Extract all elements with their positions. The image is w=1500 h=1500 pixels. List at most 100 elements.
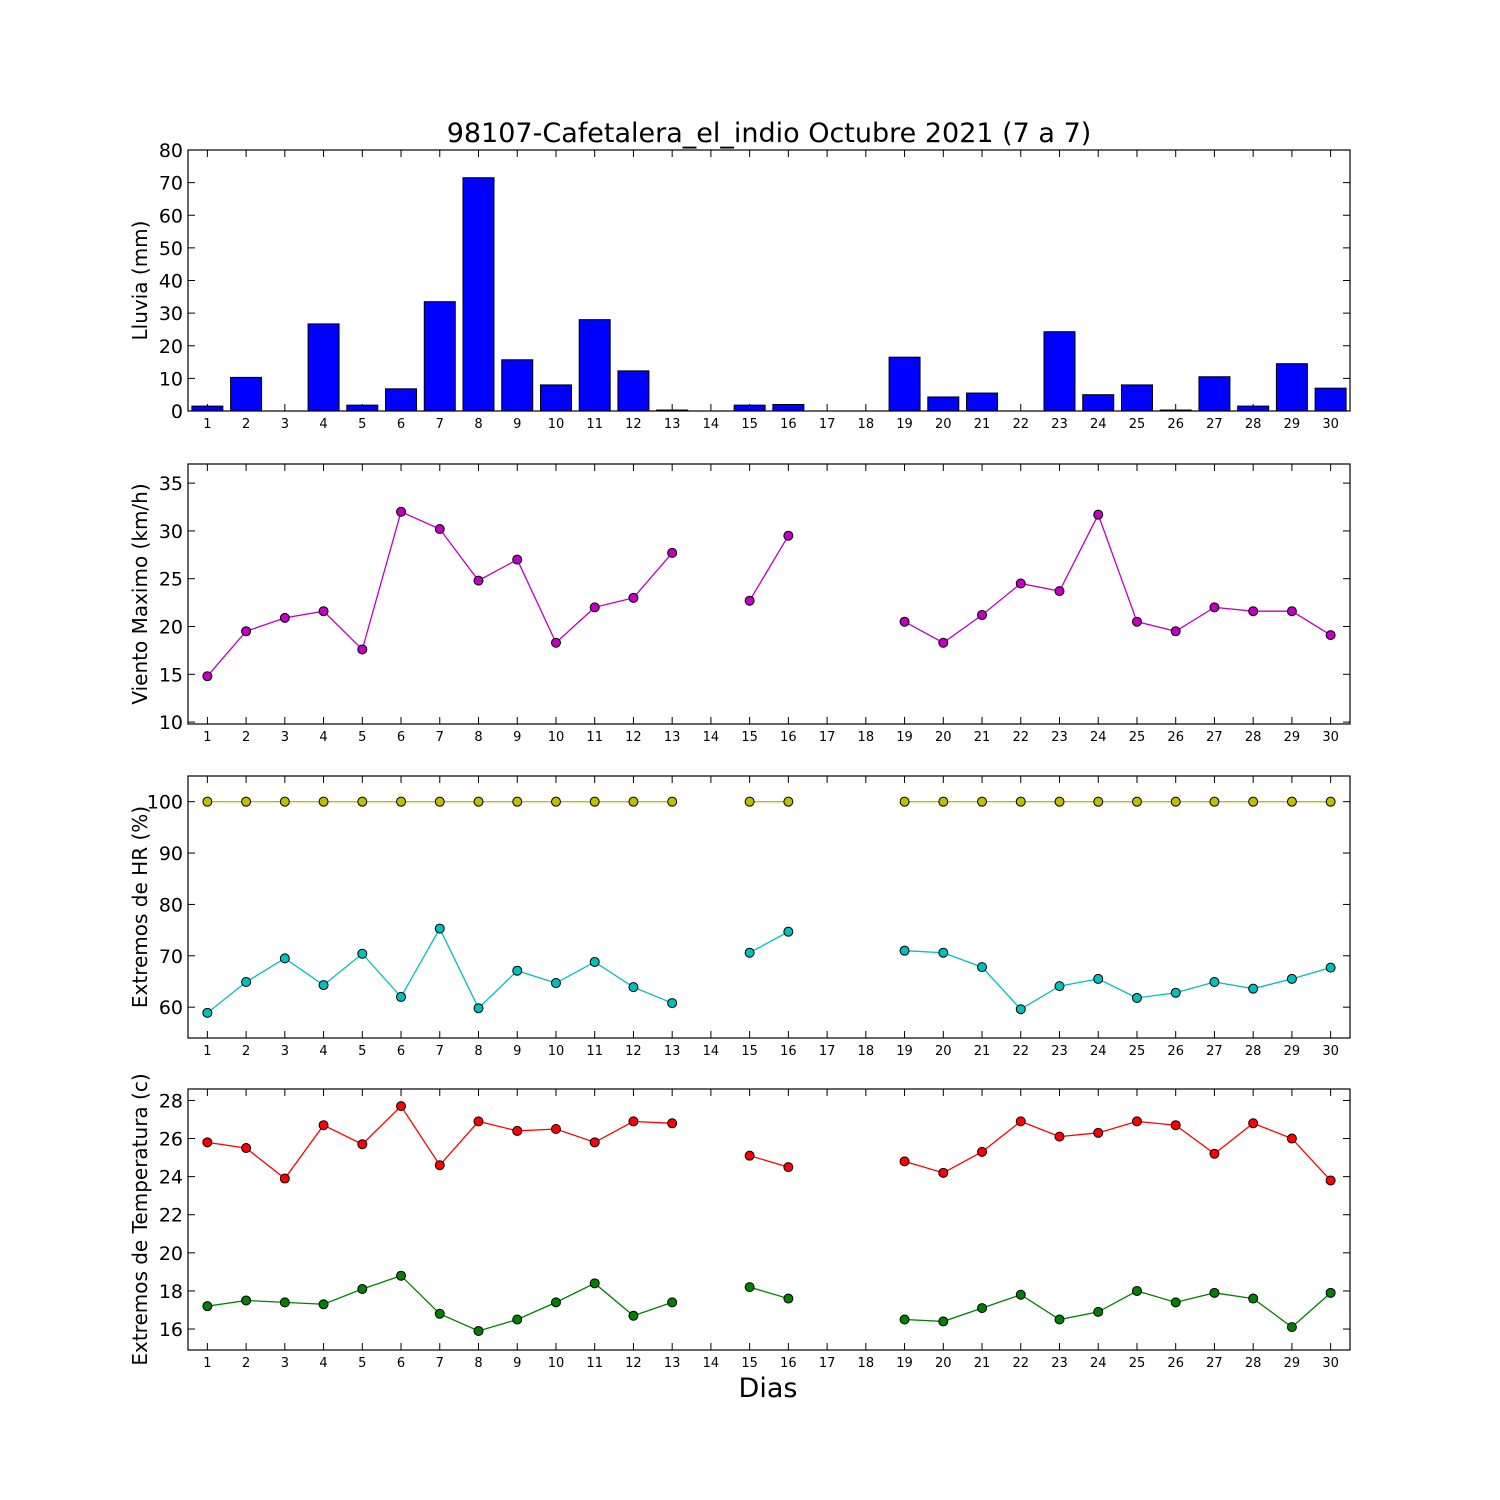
humidity-series-2-point (396, 991, 407, 1002)
temperature-series-2-point (628, 1310, 639, 1321)
humidity-series-1-point (899, 796, 910, 807)
wind-xtick-label: 23 (1051, 730, 1068, 745)
rain-xtick-label: 20 (935, 417, 952, 432)
humidity-series-2-point (473, 1003, 484, 1014)
humidity-xtick-label: 11 (586, 1044, 603, 1059)
humidity-series-2-point (744, 947, 755, 958)
wind-series-1-line (904, 513, 1331, 644)
humidity-series-1-point (977, 796, 988, 807)
wind-series-1-point (241, 626, 252, 637)
temperature-xtick-label: 2 (242, 1356, 250, 1371)
temperature-series-2-point (279, 1297, 290, 1308)
humidity-xtick-label: 26 (1167, 1044, 1184, 1059)
humidity-xtick-label: 10 (548, 1044, 565, 1059)
rain-xtick-label: 17 (819, 417, 836, 432)
humidity-series-1-point (1209, 796, 1220, 807)
temperature-ytick-label: 18 (159, 1281, 183, 1303)
temperature-xtick-label: 30 (1322, 1356, 1339, 1371)
humidity-xtick-label: 22 (1012, 1044, 1029, 1059)
humidity-xtick-label: 7 (436, 1044, 444, 1059)
temperature-series-1-point (279, 1173, 290, 1184)
temperature-xtick-label: 6 (397, 1356, 405, 1371)
wind-series-1-point (1286, 606, 1297, 617)
humidity-xtick-label: 16 (780, 1044, 797, 1059)
temperature-series-2-point (1054, 1314, 1065, 1325)
temperature-ylabel: Extremos de Temperatura (c) (128, 1073, 152, 1365)
rain-ytick-label: 10 (159, 368, 183, 390)
temperature-data (202, 1101, 1336, 1336)
temperature-series-2-point (899, 1314, 910, 1325)
humidity-series-1-point (589, 796, 600, 807)
temperature-series-1-point (1015, 1116, 1026, 1127)
temperature-series-1-point (396, 1101, 407, 1112)
wind-xtick-label: 26 (1167, 730, 1184, 745)
humidity-series-2-point (1015, 1004, 1026, 1015)
rain-bar (1159, 409, 1192, 411)
rain-ytick-label: 40 (159, 271, 183, 293)
rain-ytick-label: 30 (159, 303, 183, 325)
temperature-series-1-point (1093, 1127, 1104, 1138)
wind-series-1-point (202, 671, 213, 682)
rain-bar (1237, 405, 1270, 411)
rain-xtick-label: 19 (896, 417, 913, 432)
wind-series-1-point (667, 547, 678, 558)
humidity-ytick-label: 60 (159, 997, 183, 1019)
wind-ytick-label: 10 (159, 712, 183, 734)
temperature-series-2-point (550, 1297, 561, 1308)
rain-xtick-label: 5 (358, 417, 366, 432)
wind-series-1-point (899, 616, 910, 627)
wind-xtick-label: 17 (819, 730, 836, 745)
humidity-xtick-label: 14 (703, 1044, 720, 1059)
humidity-series-2-point (241, 977, 252, 988)
wind-series-1-point (1209, 602, 1220, 613)
humidity-ytick-label: 90 (159, 843, 183, 865)
wind-xtick-label: 1 (203, 730, 211, 745)
temperature-xtick-label: 28 (1245, 1356, 1262, 1371)
humidity-series-1-point (1054, 796, 1065, 807)
temperature-xtick-label: 17 (819, 1356, 836, 1371)
wind-xtick-label: 14 (703, 730, 720, 745)
temperature-xtick-label: 25 (1129, 1356, 1146, 1371)
wind-series-1-point (938, 637, 949, 648)
temperature-series-2-point (1015, 1289, 1026, 1300)
rain-bar (1198, 376, 1231, 411)
temperature-series-1-point (1248, 1118, 1259, 1129)
humidity-series-2-point (1325, 962, 1336, 973)
temperature-ytick-label: 26 (159, 1129, 183, 1151)
temperature-series-1-point (977, 1146, 988, 1157)
rain-xtick-label: 4 (319, 417, 327, 432)
rain-bar (1275, 363, 1308, 411)
wind-ytick-label: 15 (159, 664, 183, 686)
humidity-series-2-point (977, 962, 988, 973)
humidity-xtick-label: 20 (935, 1044, 952, 1059)
humidity-axes-frame (187, 775, 1351, 1039)
wind-series-1-point (1248, 606, 1259, 617)
rain-xtick-label: 21 (974, 417, 991, 432)
wind-xtick-label: 10 (548, 730, 565, 745)
humidity-xtick-label: 12 (625, 1044, 642, 1059)
wind-xtick-label: 2 (242, 730, 250, 745)
temperature-series-2-point (1170, 1297, 1181, 1308)
temperature-series-1-point (241, 1143, 252, 1154)
temperature-series-1-point (202, 1137, 213, 1148)
temperature-xtick-label: 20 (935, 1356, 952, 1371)
rain-ytick-label: 70 (159, 173, 183, 195)
humidity-series-1-point (318, 796, 329, 807)
temperature-series-2-point (783, 1293, 794, 1304)
temperature-xtick-label: 22 (1012, 1356, 1029, 1371)
humidity-xtick-label: 1 (203, 1044, 211, 1059)
humidity-xtick-label: 25 (1129, 1044, 1146, 1059)
humidity-series-1-point (628, 796, 639, 807)
humidity-xtick-label: 6 (397, 1044, 405, 1059)
humidity-series-2-point (202, 1007, 213, 1018)
temperature-series-1-point (512, 1125, 523, 1136)
rain-xtick-label: 11 (586, 417, 603, 432)
rain-xtick-label: 22 (1012, 417, 1029, 432)
x-axis-label: Dias (739, 1373, 798, 1404)
temperature-series-1-point (1170, 1120, 1181, 1131)
rain-xtick-label: 26 (1167, 417, 1184, 432)
temperature-series-1-line (904, 1120, 1332, 1181)
rain-xtick-label: 28 (1245, 417, 1262, 432)
rain-bar (966, 392, 999, 411)
